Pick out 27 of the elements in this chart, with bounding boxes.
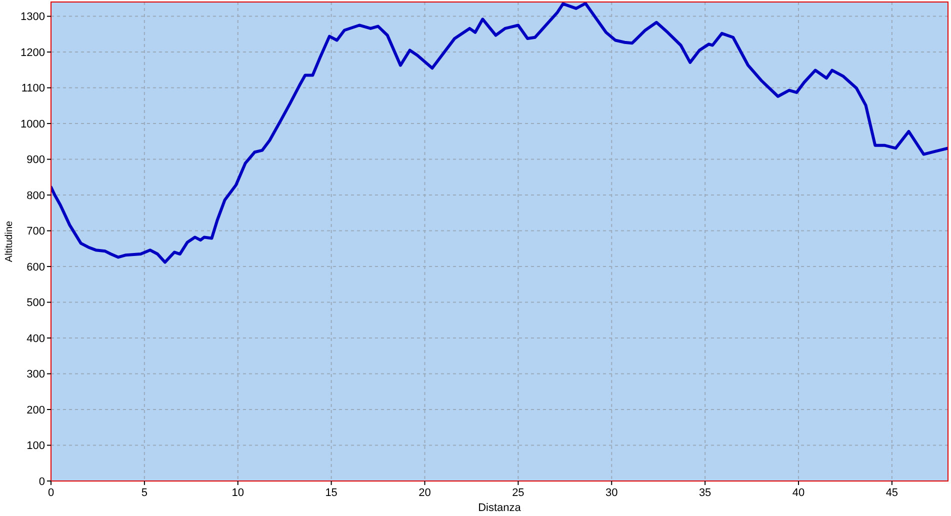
x-axis-title: Distanza [478, 502, 522, 514]
y-axis-title: Altitudine [4, 220, 15, 262]
y-tick-label: 700 [26, 226, 45, 238]
x-tick-label: 5 [141, 487, 148, 499]
y-tick-label: 400 [26, 332, 45, 345]
y-tick-label: 900 [26, 154, 45, 166]
y-tick-label: 500 [26, 297, 45, 310]
line-series [51, 2, 948, 264]
y-tick-label: 0 [38, 476, 45, 488]
x-tick-label: 0 [48, 487, 54, 499]
y-tick-label: 200 [26, 404, 45, 416]
y-tick-label: 800 [26, 190, 45, 202]
y-tick-label: 1000 [20, 118, 45, 130]
x-tick-label: 30 [606, 487, 618, 499]
x-tick-label: 35 [698, 487, 712, 499]
x-tick-label: 40 [792, 487, 805, 499]
y-tick-label: 1100 [21, 82, 45, 95]
x-tick-label: 10 [232, 487, 244, 499]
y-tick-label: 100 [26, 440, 45, 452]
x-tick-label: 45 [886, 487, 898, 499]
y-tick-label: 1200 [20, 46, 45, 59]
x-tick-label: 25 [512, 487, 524, 499]
y-tick-label: 300 [26, 368, 45, 381]
y-tick-label: 600 [26, 261, 45, 274]
y-tick-label: 1300 [20, 11, 45, 24]
x-tick-label: 15 [325, 487, 338, 499]
x-tick-label: 20 [418, 487, 431, 499]
